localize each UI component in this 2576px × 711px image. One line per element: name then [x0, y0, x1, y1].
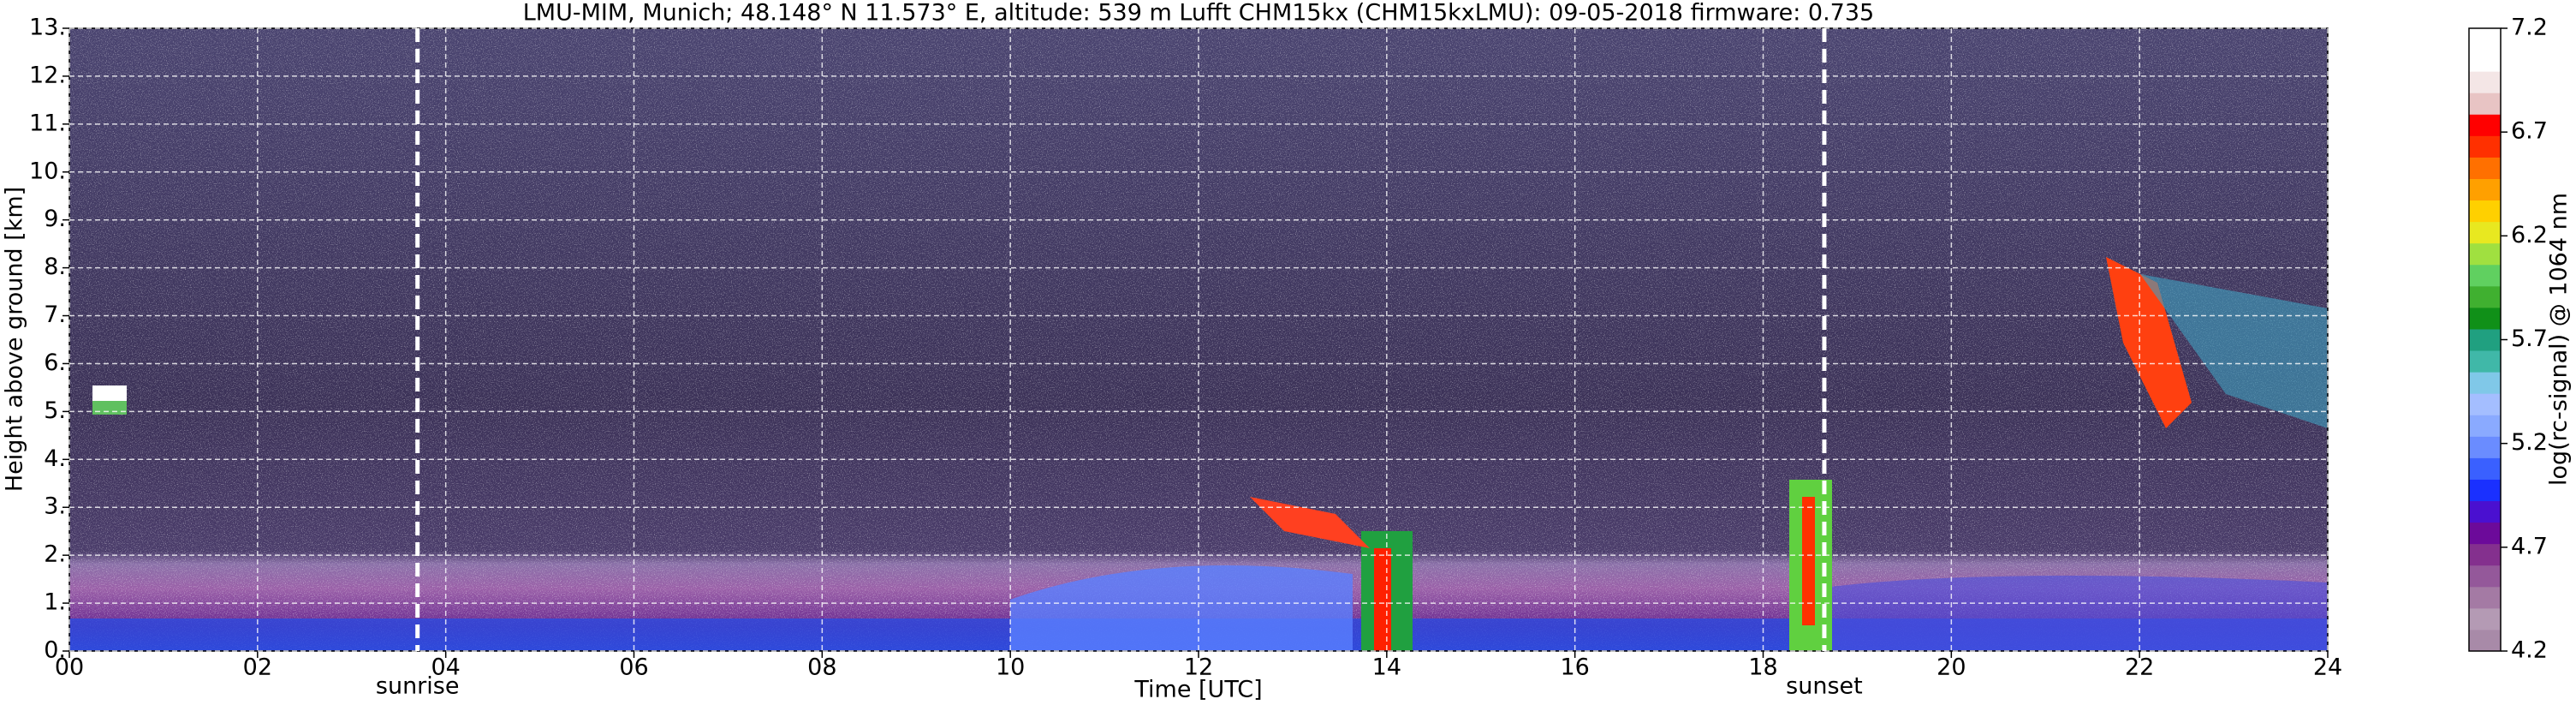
colorbar-segment	[2469, 350, 2501, 373]
colorbar-tick-label: 4.7	[2511, 533, 2548, 559]
chart-title: LMU-MIM, Munich; 48.148° N 11.573° E, al…	[523, 0, 1874, 27]
y-tick-label: 2.	[44, 541, 66, 568]
colorbar-segment	[2469, 157, 2501, 179]
colorbar-segment	[2469, 586, 2501, 609]
x-tick-label: 02	[243, 654, 272, 681]
colorbar-tick-label: 5.7	[2511, 326, 2548, 352]
colorbar-segment	[2469, 50, 2501, 72]
x-tick-label: 12	[1184, 654, 1213, 681]
x-axis-label: Time [UTC]	[1133, 677, 1262, 703]
event-label: sunrise	[376, 673, 460, 700]
y-tick-label: 10.	[29, 158, 66, 184]
colorbar-segment	[2469, 28, 2501, 51]
x-tick-label: 14	[1372, 654, 1401, 681]
colorbar-segment	[2469, 71, 2501, 93]
x-tick-label: 10	[996, 654, 1025, 681]
y-tick-label: 12.	[29, 62, 66, 88]
colorbar-segment	[2469, 221, 2501, 244]
colorbar-segment	[2469, 264, 2501, 287]
y-tick-label: 4.	[44, 445, 66, 472]
colorbar-segment	[2469, 393, 2501, 415]
y-axis-label: Height above ground [km]	[2, 187, 28, 492]
colorbar-segment	[2469, 415, 2501, 437]
colorbar-segment	[2469, 372, 2501, 394]
colorbar-segment	[2469, 114, 2501, 136]
y-tick-label: 0.	[44, 637, 66, 664]
x-tick-label: 16	[1560, 654, 1589, 681]
colorbar-segment	[2469, 457, 2501, 480]
y-tick-label: 7.	[44, 302, 66, 328]
colorbar-segment	[2469, 436, 2501, 458]
y-tick-label: 1.	[44, 589, 66, 616]
colorbar-segment	[2469, 200, 2501, 223]
colorbar-segment	[2469, 500, 2501, 523]
colorbar-segment	[2469, 307, 2501, 330]
colorbar-segment	[2469, 522, 2501, 545]
colorbar-segment	[2469, 178, 2501, 201]
x-tick-label: 06	[619, 654, 648, 681]
colorbar-segment	[2469, 93, 2501, 115]
colorbar-tick-label: 6.2	[2511, 222, 2548, 248]
colorbar-segment	[2469, 543, 2501, 566]
event-label: sunset	[1786, 673, 1863, 700]
colorbar-segment	[2469, 607, 2501, 630]
colorbar-segment	[2469, 328, 2501, 351]
colorbar-tick-label: 4.2	[2511, 637, 2548, 664]
x-tick-label: 18	[1748, 654, 1777, 681]
x-tick-label: 22	[2125, 654, 2154, 681]
colorbar-segment	[2469, 242, 2501, 266]
y-tick-label: 11.	[29, 110, 66, 136]
y-tick-label: 8.	[44, 254, 66, 280]
colorbar-segment	[2469, 479, 2501, 502]
y-tick-label: 6.	[44, 350, 66, 376]
colorbar-tick-label: 6.7	[2511, 118, 2548, 145]
colorbar-tick-label: 5.2	[2511, 429, 2548, 456]
x-tick-label: 24	[2313, 654, 2342, 681]
colorbar-segment	[2469, 135, 2501, 158]
colorbar-segment	[2469, 285, 2501, 308]
x-tick-label: 04	[431, 654, 460, 681]
colorbar-segment	[2469, 565, 2501, 588]
colorbar-segment	[2469, 629, 2501, 652]
x-tick-label: 08	[807, 654, 836, 681]
y-tick-label: 13.	[29, 15, 66, 41]
x-tick-label: 00	[55, 654, 84, 681]
y-tick-label: 3.	[44, 493, 66, 520]
colorbar-tick-label: 7.2	[2511, 15, 2548, 41]
x-tick-label: 20	[1936, 654, 1966, 681]
y-tick-label: 5.	[44, 397, 66, 424]
y-tick-label: 9.	[44, 206, 66, 232]
colorbar-label: log(rc-signal) @ 1064 nm	[2546, 193, 2573, 486]
